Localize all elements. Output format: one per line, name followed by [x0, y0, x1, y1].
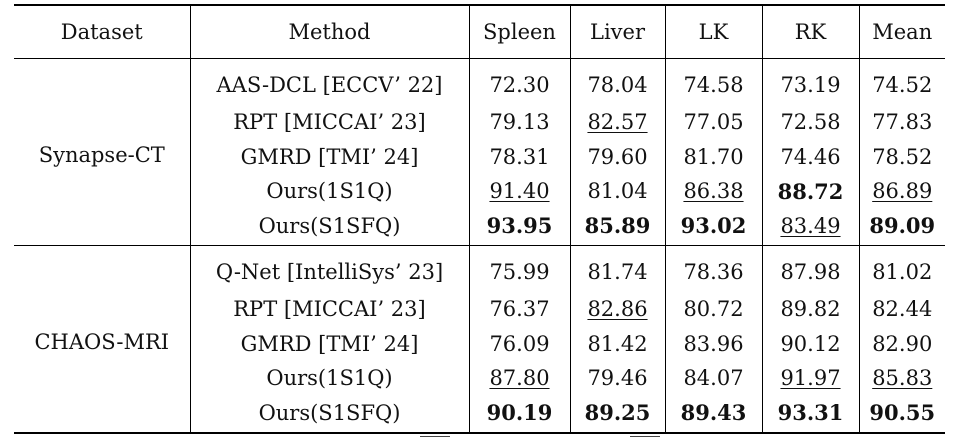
value-cell: 74.52 [858, 58, 945, 105]
results-table: Dataset Method Spleen Liver LK RK Mean S… [14, 4, 945, 434]
value-cell: 91.97 [761, 361, 859, 396]
value-cell: 75.99 [468, 245, 570, 292]
value-cell: 86.38 [664, 174, 762, 209]
value-cell: 87.98 [761, 245, 859, 292]
value-cell: 93.95 [468, 208, 570, 246]
value-cell: 79.46 [569, 361, 665, 396]
method-cell: Ours(S1SFQ) [189, 208, 469, 246]
results-table-container: Dataset Method Spleen Liver LK RK Mean S… [14, 4, 945, 434]
value-cell: 74.46 [761, 139, 859, 174]
caption-glyph-fragment [420, 436, 450, 442]
value-cell: 82.90 [858, 326, 945, 361]
table-row: Synapse-CT AAS-DCL [ECCV’ 22] 72.30 78.0… [14, 58, 945, 167]
value-cell: 91.40 [468, 174, 570, 209]
value-cell: 89.09 [858, 208, 945, 246]
value-cell: 82.86 [569, 292, 665, 327]
header-liver: Liver [569, 5, 665, 59]
table-row: Ours(1S1Q) 91.40 81.04 86.38 88.72 86.89 [14, 174, 945, 209]
value-cell: 78.52 [858, 139, 945, 174]
value-cell: 90.12 [761, 326, 859, 361]
value-cell: 84.07 [664, 361, 762, 396]
value-cell: 83.96 [664, 326, 762, 361]
table-row: GMRD [TMI’ 24] 76.09 81.42 83.96 90.12 8… [14, 326, 945, 361]
value-cell: 90.55 [858, 395, 945, 433]
header-method: Method [189, 5, 469, 59]
table-row: RPT [MICCAI’ 23] 76.37 82.86 80.72 89.82… [14, 292, 945, 327]
header-spleen: Spleen [468, 5, 570, 59]
table-row: Ours(S1SFQ) 90.19 89.25 89.43 93.31 90.5… [14, 395, 945, 433]
dataset-label: Synapse-CT [38, 143, 165, 167]
method-cell: GMRD [TMI’ 24] [189, 139, 469, 174]
value-cell: 72.30 [468, 58, 570, 105]
value-cell: 80.72 [664, 292, 762, 327]
table-row: Ours(S1SFQ) 93.95 85.89 93.02 83.49 89.0… [14, 208, 945, 246]
table-row: Ours(1S1Q) 87.80 79.46 84.07 91.97 85.83 [14, 361, 945, 396]
value-cell: 82.57 [569, 105, 665, 140]
value-cell: 77.05 [664, 105, 762, 140]
value-cell: 76.37 [468, 292, 570, 327]
group-chaos-mri: CHAOS-MRI Q-Net [IntelliSys’ 23] 75.99 8… [14, 245, 945, 433]
method-cell: AAS-DCL [ECCV’ 22] [189, 58, 469, 105]
table-row: CHAOS-MRI Q-Net [IntelliSys’ 23] 75.99 8… [14, 245, 945, 354]
method-cell: Ours(1S1Q) [189, 174, 469, 209]
header-lk: LK [664, 5, 762, 59]
caption-glyph-fragment [630, 436, 660, 442]
value-cell: 81.74 [569, 245, 665, 292]
method-cell: Ours(S1SFQ) [189, 395, 469, 433]
dataset-label: CHAOS-MRI [34, 330, 170, 354]
value-cell: 78.04 [569, 58, 665, 105]
group-synapse-ct: Synapse-CT AAS-DCL [ECCV’ 22] 72.30 78.0… [14, 58, 945, 246]
value-cell: 89.43 [664, 395, 762, 433]
value-cell: 79.60 [569, 139, 665, 174]
table-row: GMRD [TMI’ 24] 78.31 79.60 81.70 74.46 7… [14, 139, 945, 174]
value-cell: 87.80 [468, 361, 570, 396]
value-cell: 81.02 [858, 245, 945, 292]
value-cell: 89.25 [569, 395, 665, 433]
table-row: RPT [MICCAI’ 23] 79.13 82.57 77.05 72.58… [14, 105, 945, 140]
value-cell: 72.58 [761, 105, 859, 140]
value-cell: 81.04 [569, 174, 665, 209]
method-cell: Q-Net [IntelliSys’ 23] [189, 245, 469, 292]
header-dataset: Dataset [60, 20, 143, 44]
value-cell: 77.83 [858, 105, 945, 140]
value-cell: 78.31 [468, 139, 570, 174]
method-cell: GMRD [TMI’ 24] [189, 326, 469, 361]
method-cell: RPT [MICCAI’ 23] [189, 105, 469, 140]
value-cell: 88.72 [761, 174, 859, 209]
value-cell: 89.82 [761, 292, 859, 327]
value-cell: 81.70 [664, 139, 762, 174]
method-cell: RPT [MICCAI’ 23] [189, 292, 469, 327]
value-cell: 76.09 [468, 326, 570, 361]
value-cell: 82.44 [858, 292, 945, 327]
value-cell: 85.89 [569, 208, 665, 246]
method-cell: Ours(1S1Q) [189, 361, 469, 396]
value-cell: 83.49 [761, 208, 859, 246]
value-cell: 85.83 [858, 361, 945, 396]
value-cell: 74.58 [664, 58, 762, 105]
value-cell: 93.02 [664, 208, 762, 246]
value-cell: 93.31 [761, 395, 859, 433]
value-cell: 86.89 [858, 174, 945, 209]
header-rk: RK [761, 5, 859, 59]
value-cell: 90.19 [468, 395, 570, 433]
cropped-caption-fragment [0, 436, 954, 441]
value-cell: 73.19 [761, 58, 859, 105]
header-mean: Mean [858, 5, 945, 59]
value-cell: 79.13 [468, 105, 570, 140]
value-cell: 78.36 [664, 245, 762, 292]
value-cell: 81.42 [569, 326, 665, 361]
header-row: Dataset Method Spleen Liver LK RK Mean [14, 5, 945, 59]
